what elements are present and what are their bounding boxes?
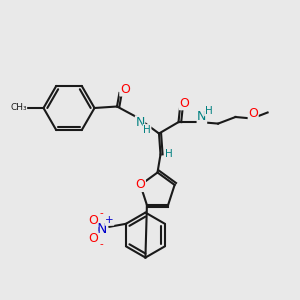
Text: H: H bbox=[143, 124, 151, 135]
Text: -: - bbox=[99, 208, 103, 218]
Text: -: - bbox=[99, 239, 103, 249]
Text: H: H bbox=[205, 106, 212, 116]
Text: O: O bbox=[135, 178, 145, 191]
Text: O: O bbox=[88, 214, 98, 227]
Text: O: O bbox=[88, 232, 98, 245]
Text: N: N bbox=[97, 222, 107, 236]
Text: CH₃: CH₃ bbox=[10, 103, 27, 112]
Text: O: O bbox=[120, 83, 130, 96]
Text: +: + bbox=[105, 215, 114, 225]
Text: O: O bbox=[248, 106, 258, 120]
Text: H: H bbox=[165, 149, 173, 160]
Text: O: O bbox=[180, 97, 189, 110]
Text: N: N bbox=[197, 110, 207, 124]
Text: N: N bbox=[135, 116, 145, 129]
